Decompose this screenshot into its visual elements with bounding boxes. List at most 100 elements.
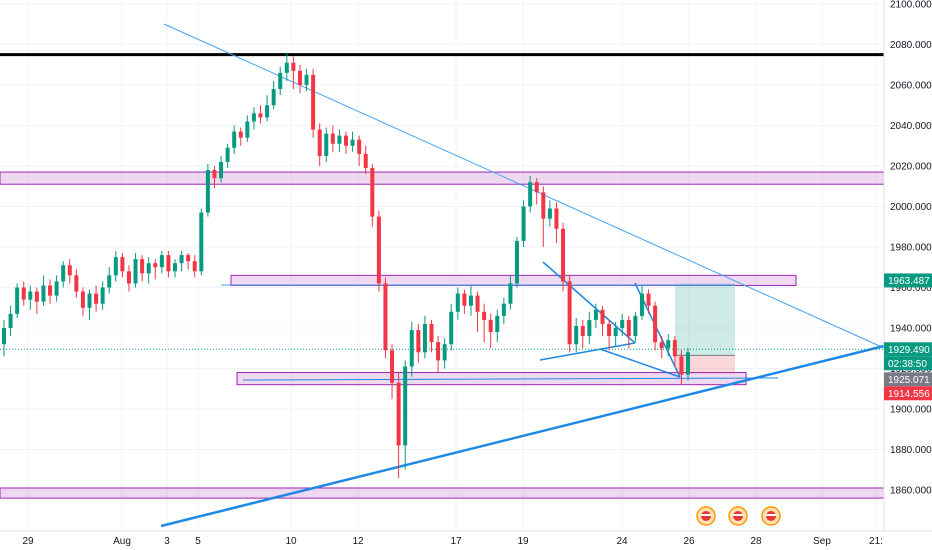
candle-body: [271, 89, 276, 106]
price-tick-label: 2040.000: [890, 121, 932, 132]
candle-body: [140, 259, 145, 274]
price-tick-label: 1900.000: [890, 405, 932, 416]
candle-body: [547, 208, 552, 219]
candle-body: [495, 315, 500, 333]
price-tag-label: 1963.487: [888, 276, 930, 287]
flag-lower-line: [599, 348, 681, 378]
candle-body: [383, 283, 388, 351]
candle-body: [166, 255, 171, 272]
candle-body: [186, 255, 191, 262]
candle-body: [587, 319, 592, 337]
zone-2015: [0, 171, 885, 185]
price-tick-label: 2080.000: [890, 40, 932, 51]
economic-event-icon[interactable]: [761, 506, 781, 526]
economic-event-icon[interactable]: [728, 506, 748, 526]
price-tick-label: 1980.000: [890, 243, 932, 254]
candle-body: [515, 240, 519, 284]
time-tick-label: 10: [285, 536, 297, 547]
horizontal-line-1917: [242, 377, 779, 381]
time-tick-label: 28: [750, 536, 762, 547]
candle-body: [679, 356, 684, 375]
time-axis[interactable]: 29 Aug 3 5 10 12 17 19 24 26 28 Sep 21:: [0, 530, 932, 550]
candle-body: [330, 133, 335, 144]
candle-body: [501, 303, 506, 316]
candle-body: [297, 70, 302, 85]
price-tag-bg: [884, 342, 932, 357]
candle-body: [159, 255, 164, 268]
candle-body: [192, 261, 197, 272]
time-tick-label: Sep: [813, 536, 831, 547]
candle-body: [120, 257, 125, 272]
candle-body: [54, 281, 59, 296]
price-tag-label: 1929.490: [888, 345, 930, 356]
candle-body: [173, 263, 177, 272]
time-tick-label: 17: [450, 536, 462, 547]
candle-body: [2, 328, 6, 345]
time-tick-label: 24: [616, 536, 628, 547]
candle-body: [686, 352, 690, 375]
candle-body: [232, 131, 237, 148]
candle-body: [607, 323, 612, 337]
event-flag-stripe-icon: [701, 514, 711, 516]
price-tag-label: 02:38:50: [888, 359, 927, 370]
candle-body: [15, 287, 20, 314]
price-tag-label: 1925.071: [888, 375, 930, 386]
candle-body: [561, 228, 566, 282]
price-tick-label: 2020.000: [890, 162, 932, 173]
candle-body: [8, 313, 13, 328]
candle-body: [245, 121, 250, 138]
time-tick-label: 21:: [869, 536, 883, 547]
candle-body: [376, 216, 381, 284]
candle-body: [21, 287, 26, 300]
candle-body: [482, 311, 487, 320]
time-axis-bg: [0, 531, 932, 550]
candle-body: [363, 153, 368, 169]
price-tags: 1963.487 1929.490 02:38:50 1925.071 1914.556: [884, 273, 932, 401]
candle-body: [422, 323, 427, 353]
price-tick-label: 2000.000: [890, 202, 932, 213]
candle-body: [390, 350, 395, 383]
candle-body: [74, 275, 79, 292]
candle-body: [67, 265, 72, 276]
candle-body: [284, 62, 289, 73]
price-tick-label: 1960.000: [890, 283, 932, 294]
economic-events[interactable]: [696, 506, 781, 526]
candle-body: [258, 113, 263, 118]
price-tag-label: 1914.556: [888, 389, 930, 400]
price-tag-bg: [884, 273, 932, 288]
wedge-lower-line: [539, 342, 636, 361]
candle-body: [488, 319, 493, 333]
candle-body: [672, 340, 677, 357]
price-tick-label: 1860.000: [890, 486, 932, 497]
long-position-tool[interactable]: [675, 283, 735, 374]
candle-body: [666, 340, 671, 349]
price-tag-bg: [884, 356, 932, 371]
price-tag-bg: [884, 372, 932, 387]
candle-body: [205, 170, 210, 213]
candle-body: [580, 325, 585, 337]
time-tick-label: 5: [195, 536, 201, 547]
candle-body: [541, 192, 546, 219]
candle-body: [126, 271, 131, 284]
trend-lines: [0, 23, 885, 528]
position-stop-area[interactable]: [675, 355, 735, 374]
economic-event-icon[interactable]: [696, 506, 716, 526]
candle-body: [370, 168, 375, 217]
position-target-area[interactable]: [675, 283, 735, 356]
candle-body: [613, 328, 618, 337]
candle-body: [468, 295, 473, 306]
candle-body: [265, 105, 270, 118]
time-tick-label: 12: [352, 536, 364, 547]
candle-body: [633, 315, 638, 337]
candle-body: [659, 342, 664, 349]
candle-body: [554, 208, 559, 229]
price-axis[interactable]: [883, 0, 932, 531]
price-tag-bg: [884, 386, 932, 401]
descending-trendline: [163, 23, 885, 349]
candle-body: [34, 291, 39, 302]
wedge-upper-line: [542, 261, 636, 344]
candle-body: [107, 275, 112, 288]
time-tick-label: 26: [683, 536, 695, 547]
candle-body: [251, 113, 256, 122]
